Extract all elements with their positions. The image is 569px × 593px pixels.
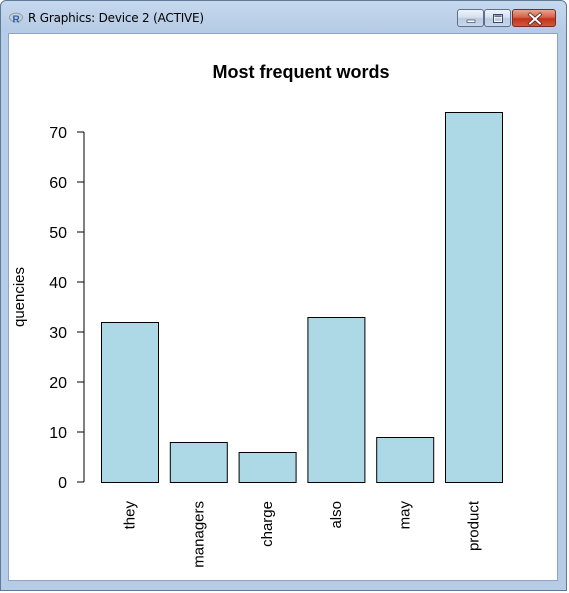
bar-may	[376, 437, 435, 483]
bar-also	[307, 317, 366, 483]
x-tick-label-also: also	[328, 501, 345, 529]
bar-chart: Most frequent words quencies 0 10 20 30 40 50…	[11, 62, 503, 568]
y-tick-label: 30	[49, 325, 67, 342]
bar-managers	[169, 442, 228, 483]
chart-title: Most frequent words	[212, 62, 389, 82]
y-axis-label: quencies	[11, 267, 28, 327]
bar-product	[445, 112, 503, 483]
minimize-button[interactable]	[457, 9, 484, 27]
x-axis-labels: they managers charge also may product	[122, 500, 483, 568]
close-button[interactable]	[512, 9, 556, 27]
x-tick-label-product: product	[466, 500, 483, 551]
maximize-button[interactable]	[484, 9, 511, 27]
x-tick-label-managers: managers	[190, 501, 207, 568]
title-bar[interactable]: R R Graphics: Device 2 (ACTIVE)	[1, 1, 566, 33]
window-title: R Graphics: Device 2 (ACTIVE)	[28, 11, 204, 25]
close-icon	[527, 12, 543, 26]
y-tick-label: 60	[49, 175, 67, 192]
plot-area: Most frequent words quencies 0 10 20 30 40 50…	[8, 33, 558, 581]
y-tick-label: 0	[58, 475, 67, 492]
y-tick-label: 10	[49, 425, 67, 442]
y-tick-label: 50	[49, 225, 67, 242]
x-tick-label-charge: charge	[259, 501, 276, 547]
bar-charge	[238, 452, 297, 483]
y-tick-label: 20	[49, 375, 67, 392]
x-tick-label-may: may	[397, 501, 414, 530]
r-logo-icon: R	[9, 12, 23, 26]
maximize-icon	[493, 14, 503, 23]
y-axis: 0 10 20 30 40 50 60 70	[49, 125, 85, 492]
y-tick-label: 70	[49, 125, 67, 142]
minimize-icon	[466, 19, 476, 23]
svg-text:R: R	[13, 15, 21, 26]
y-tick-label: 40	[49, 275, 67, 292]
bars	[101, 112, 503, 483]
x-tick-label-they: they	[122, 501, 139, 530]
bar-they	[101, 322, 159, 483]
